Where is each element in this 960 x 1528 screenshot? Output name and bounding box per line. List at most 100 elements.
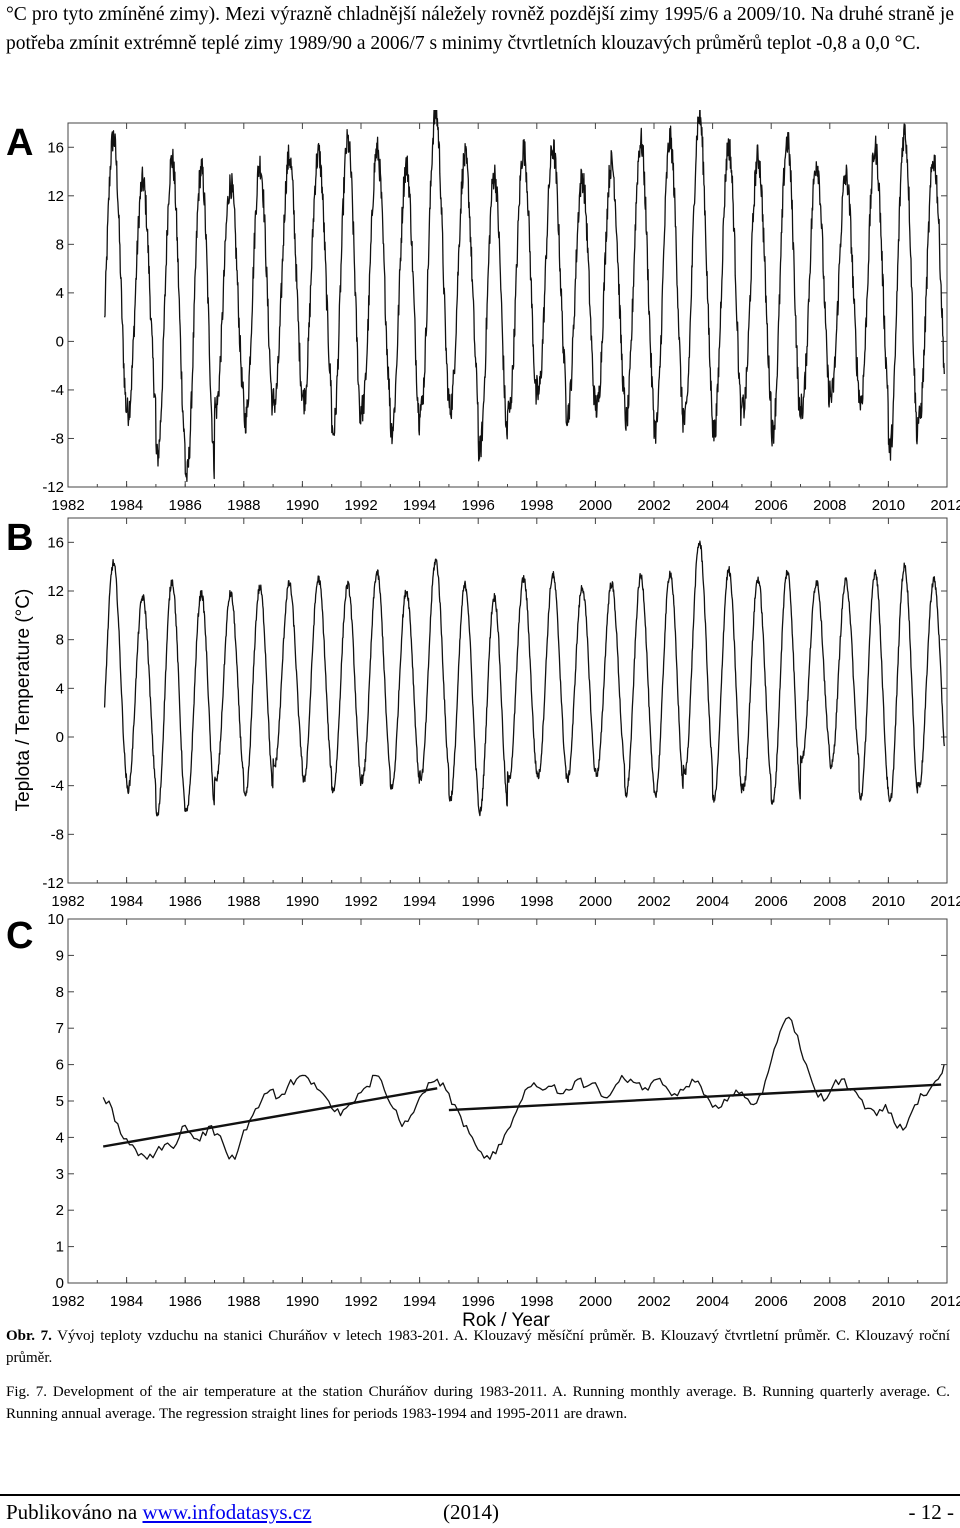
x-tick-label: 2008 (813, 893, 846, 910)
y-tick-label: 9 (56, 947, 64, 964)
temperature-series-line (103, 110, 945, 482)
y-tick-label: 5 (56, 1093, 64, 1110)
x-tick-label: 1996 (462, 497, 495, 514)
x-tick-label: 2002 (637, 497, 670, 514)
y-tick-label: -8 (51, 430, 64, 447)
y-tick-label: 4 (56, 680, 64, 697)
caption-czech: Obr. 7. Vývoj teploty vzduchu na stanici… (6, 1326, 950, 1369)
x-tick-label: 1986 (169, 1293, 202, 1310)
x-tick-label: 1988 (227, 1293, 260, 1310)
y-tick-label: 4 (56, 1129, 64, 1146)
publisher-prefix: Publikováno na (6, 1500, 143, 1524)
page-number: - 12 - (908, 1500, 955, 1524)
y-tick-label: 8 (56, 984, 64, 1001)
temperature-series-line (103, 540, 945, 817)
y-tick-label: 4 (56, 285, 64, 302)
x-tick-label: 2004 (696, 893, 729, 910)
x-tick-label: 1988 (227, 497, 260, 514)
y-tick-label: 10 (47, 911, 64, 928)
y-tick-label: -12 (42, 479, 64, 496)
y-tick-label: -12 (42, 875, 64, 892)
x-tick-label: 1998 (520, 497, 553, 514)
x-tick-label: 2012 (930, 497, 960, 514)
x-tick-label: 2004 (696, 1293, 729, 1310)
x-tick-label: 2008 (813, 497, 846, 514)
x-tick-label: 1988 (227, 893, 260, 910)
publisher-link[interactable]: www.infodatasys.cz (142, 1500, 312, 1524)
regression-line (102, 1087, 438, 1148)
y-tick-label: 6 (56, 1057, 64, 1074)
y-tick-label: 7 (56, 1020, 64, 1037)
regression-line (448, 1083, 942, 1112)
x-tick-label: 2010 (872, 893, 905, 910)
x-tick-label: 2008 (813, 1293, 846, 1310)
y-tick-label: -4 (51, 382, 64, 399)
chart-panel-a: 1982 1984 1986 1988 1990 1992 1994 1996 1998 2000… (42, 110, 960, 514)
x-tick-label: 1982 (51, 1293, 84, 1310)
x-tick-label: 1996 (462, 1293, 495, 1310)
x-tick-label: 2004 (696, 497, 729, 514)
x-tick-label: 2000 (579, 1293, 612, 1310)
x-tick-label: 1990 (286, 497, 319, 514)
x-tick-label: 1984 (110, 1293, 143, 1310)
x-tick-label: 2012 (930, 1293, 960, 1310)
y-tick-label: 2 (56, 1202, 64, 1219)
x-tick-label: 1994 (403, 497, 436, 514)
x-tick-label: 2006 (755, 497, 788, 514)
caption-english: Fig. 7. Development of the air temperatu… (6, 1382, 950, 1425)
chart-panel-c: 1982 1984 1986 1988 1990 1992 1994 1996 1998 2000… (47, 911, 960, 1310)
x-tick-label: 1994 (403, 893, 436, 910)
publisher-note: Publikováno na www.infodatasys.cz (6, 1497, 311, 1527)
page-footer: Publikováno na www.infodatasys.cz (2014)… (6, 1497, 954, 1527)
x-tick-label: 1982 (51, 893, 84, 910)
caption-english-label: Fig. 7. (6, 1384, 47, 1400)
x-tick-label: 1986 (169, 497, 202, 514)
x-tick-label: 2012 (930, 893, 960, 910)
x-tick-label: 1996 (462, 893, 495, 910)
y-tick-label: 16 (47, 139, 64, 156)
plot-frame (67, 517, 948, 884)
x-tick-label: 2000 (579, 497, 612, 514)
y-tick-label: 16 (47, 534, 64, 551)
y-tick-label: -4 (51, 778, 64, 795)
x-tick-label: 2010 (872, 1293, 905, 1310)
temperature-figure: A B C Teplota / Temperature (°C) Rok / Y… (6, 110, 960, 1326)
x-tick-label: 1990 (286, 893, 319, 910)
y-tick-label: 0 (56, 1275, 64, 1292)
chart-panel-b: 1982 1984 1986 1988 1990 1992 1994 1996 1998 2000… (42, 517, 960, 910)
caption-czech-text: Vývoj teploty vzduchu na stanici Churáňo… (6, 1328, 950, 1366)
y-axis-title: Teplota / Temperature (°C) (13, 589, 34, 812)
x-tick-label: 1990 (286, 1293, 319, 1310)
x-tick-label: 1984 (110, 893, 143, 910)
x-tick-label: 1992 (344, 497, 377, 514)
chart-panels: 1982 1984 1986 1988 1990 1992 1994 1996 1998 2000… (42, 110, 960, 1310)
intro-paragraph: °C pro tyto zmíněné zimy). Mezi výrazně … (6, 4, 954, 54)
x-axis-title: Rok / Year (462, 1310, 550, 1326)
y-tick-label: -8 (51, 826, 64, 843)
x-tick-label: 1986 (169, 893, 202, 910)
y-tick-label: 8 (56, 632, 64, 649)
x-tick-label: 2006 (755, 1293, 788, 1310)
caption-english-text: Development of the air temperature at th… (6, 1384, 950, 1422)
x-tick-label: 1982 (51, 497, 84, 514)
x-tick-label: 2002 (637, 1293, 670, 1310)
x-tick-label: 1992 (344, 1293, 377, 1310)
y-tick-label: 1 (56, 1239, 64, 1256)
x-tick-label: 2002 (637, 893, 670, 910)
x-tick-label: 1984 (110, 497, 143, 514)
x-tick-label: 1994 (403, 1293, 436, 1310)
panel-label-c: C (6, 915, 33, 957)
x-tick-label: 2010 (872, 497, 905, 514)
x-tick-label: 2006 (755, 893, 788, 910)
panel-label-b: B (6, 517, 33, 559)
x-tick-label: 1998 (520, 1293, 553, 1310)
panel-label-a: A (6, 122, 33, 164)
x-tick-label: 2000 (579, 893, 612, 910)
y-tick-label: 0 (56, 729, 64, 746)
y-tick-label: 0 (56, 333, 64, 350)
footer-divider (0, 1494, 960, 1496)
y-tick-label: 12 (47, 583, 64, 600)
publication-year: (2014) (443, 1500, 499, 1524)
y-tick-label: 12 (47, 188, 64, 205)
caption-czech-label: Obr. 7. (6, 1328, 52, 1344)
